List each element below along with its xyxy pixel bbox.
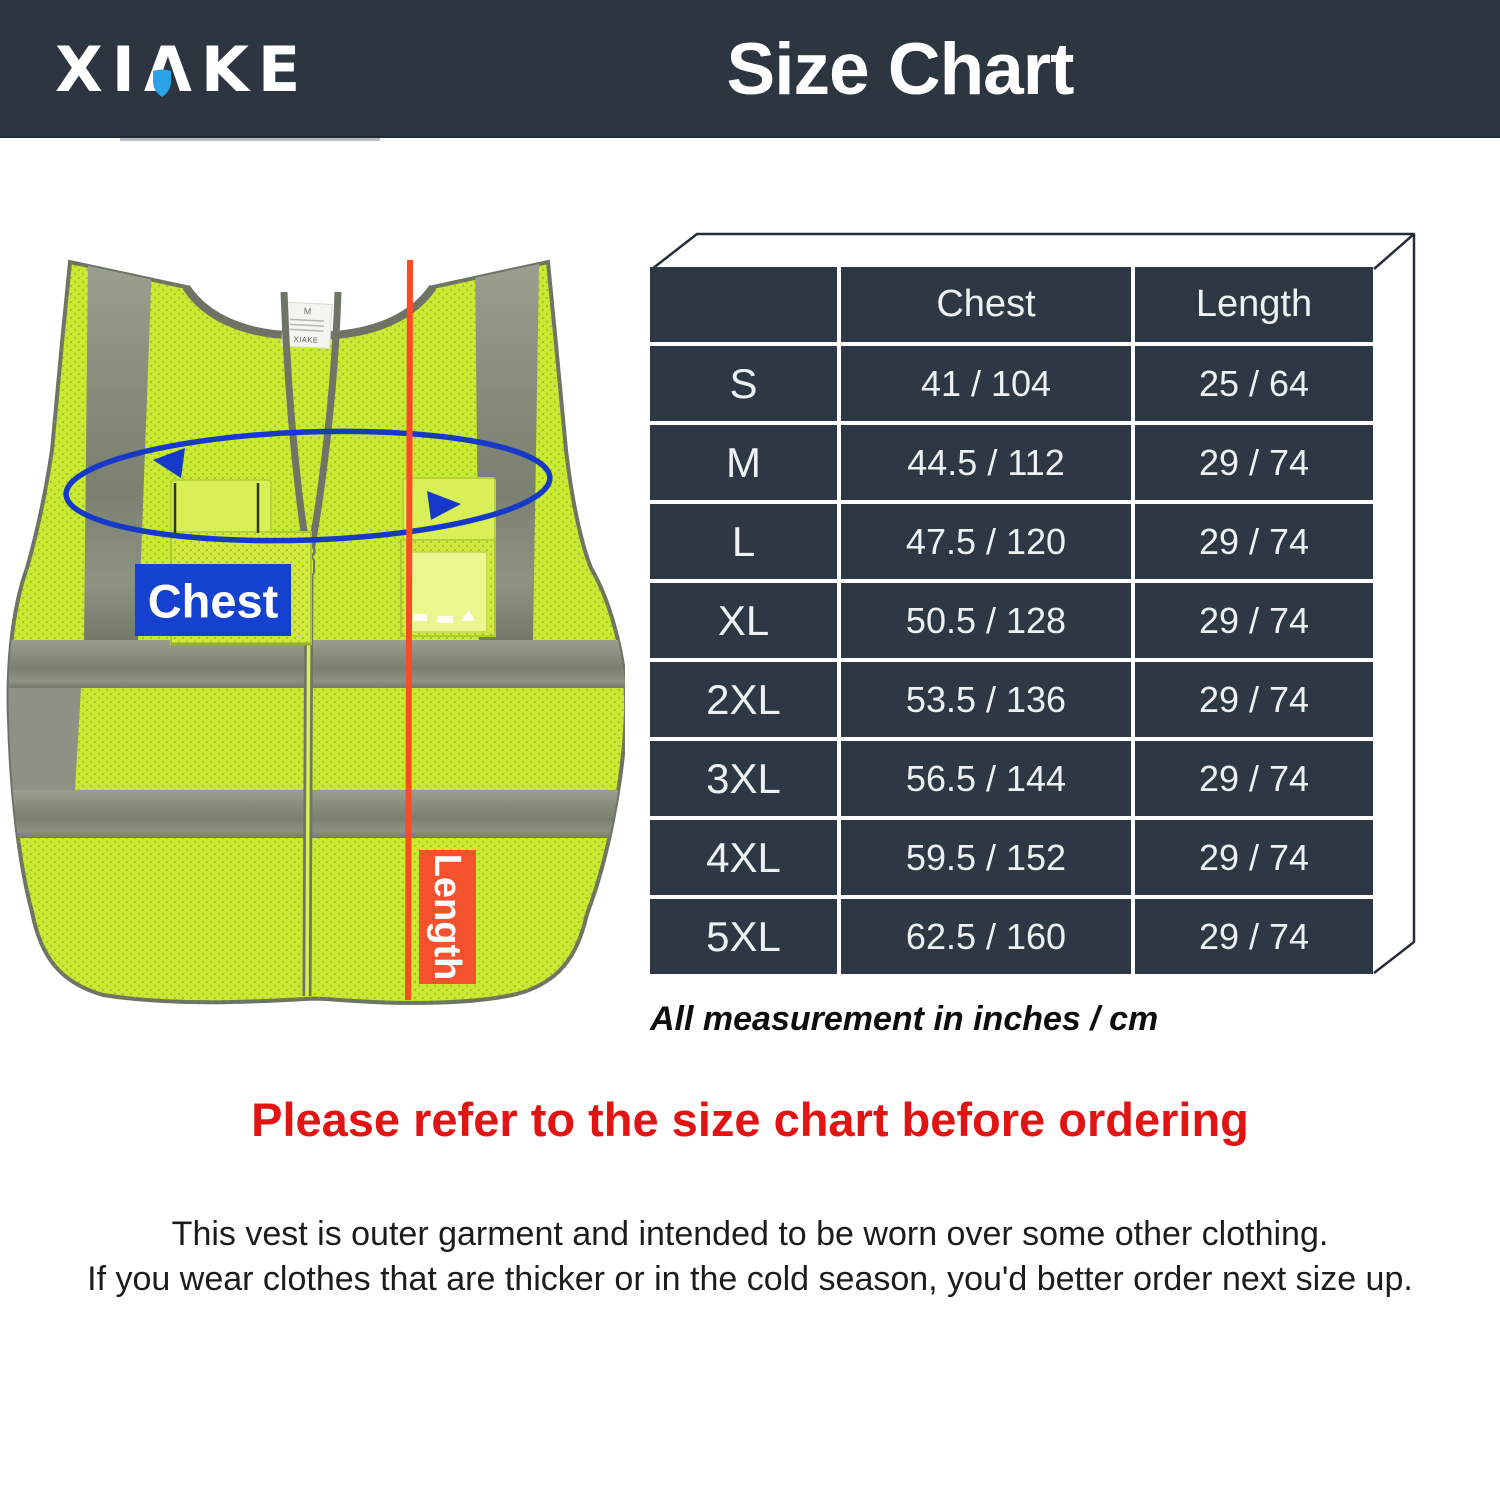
table-grid: Chest Length S 41 / 104 25 / 64 M 44.5 /… [650,267,1373,974]
tag-brand-text: XIAKE [294,335,319,345]
brand-logo: XIΛKE [55,28,309,112]
right-chest-pocket [400,477,496,637]
arrow-right-icon [427,491,461,520]
row-size: XL [650,583,837,658]
row-chest: 44.5 / 112 [841,425,1131,500]
brand-logo-part: XI [55,33,144,106]
column-header-length: Length [1135,267,1373,342]
table-corner-cell [650,267,837,342]
table-3d-outline [651,232,1416,974]
row-chest: 62.5 / 160 [841,899,1131,974]
size-table: Chest Length S 41 / 104 25 / 64 M 44.5 /… [650,232,1416,977]
row-size: S [650,346,837,421]
chest-ellipse-annotation [63,428,553,544]
shield-icon [153,69,171,97]
row-size: 5XL [650,899,837,974]
measurement-note: All measurement in inches / cm [650,1000,1159,1038]
length-label-text: Length [426,854,468,981]
row-size: 2XL [650,662,837,737]
tag-size-text: M [304,306,312,316]
row-chest: 47.5 / 120 [841,504,1131,579]
row-chest: 56.5 / 144 [841,741,1131,816]
side-panel-shadow [8,688,81,790]
description-text: This vest is outer garment and intended … [0,1212,1500,1302]
description-line-1: This vest is outer garment and intended … [171,1215,1329,1253]
warning-note: Please refer to the size chart before or… [251,1093,1249,1146]
chest-label: Chest [135,564,291,636]
row-size: 4XL [650,820,837,895]
reflective-stripe-left [84,262,152,640]
header-shadow [120,138,380,141]
vest-photo: M XIAKE [6,259,625,1005]
row-length: 29 / 74 [1135,662,1373,737]
row-chest: 59.5 / 152 [841,820,1131,895]
row-size: L [650,504,837,579]
row-length: 29 / 74 [1135,425,1373,500]
row-length: 29 / 74 [1135,899,1373,974]
reflective-band-lower [8,790,625,838]
header-bar: XIΛKE Size Chart [0,0,1500,138]
page-title: Size Chart [726,29,1075,110]
description-line-2: If you wear clothes that are thicker or … [87,1260,1413,1298]
row-length: 25 / 64 [1135,346,1373,421]
reflective-band-upper [8,640,625,688]
row-chest: 41 / 104 [841,346,1131,421]
row-chest: 50.5 / 128 [841,583,1131,658]
row-length: 29 / 74 [1135,504,1373,579]
length-measure-line [405,259,413,1001]
chest-label-text: Chest [148,575,279,628]
row-size: M [650,425,837,500]
length-label: Length [419,850,476,984]
row-size: 3XL [650,741,837,816]
row-chest: 53.5 / 136 [841,662,1131,737]
row-length: 29 / 74 [1135,583,1373,658]
brand-logo-part: Λ [143,33,201,106]
column-header-chest: Chest [841,267,1131,342]
row-length: 29 / 74 [1135,820,1373,895]
arrow-left-icon [153,448,185,478]
brand-logo-part: KE [200,33,310,106]
row-length: 29 / 74 [1135,741,1373,816]
